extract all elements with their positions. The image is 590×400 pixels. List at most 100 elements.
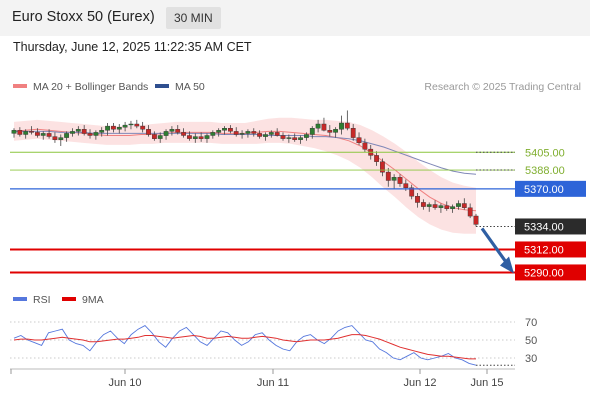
candle bbox=[116, 126, 122, 130]
candle bbox=[432, 204, 438, 208]
timestamp: Thursday, June 12, 2025 11:22:35 AM CET bbox=[13, 40, 252, 54]
candle bbox=[251, 131, 257, 134]
candle bbox=[350, 127, 356, 138]
candle bbox=[268, 132, 274, 135]
level-label: 5370.00 bbox=[524, 184, 564, 196]
candle bbox=[450, 206, 455, 209]
candle bbox=[17, 130, 23, 135]
candle bbox=[421, 202, 426, 207]
candle bbox=[11, 130, 17, 134]
candle bbox=[467, 207, 473, 217]
candle bbox=[473, 215, 479, 225]
candle bbox=[140, 125, 146, 130]
legend-9ma-swatch bbox=[62, 297, 76, 301]
candle bbox=[157, 135, 163, 139]
candle bbox=[298, 137, 303, 140]
candle bbox=[438, 205, 444, 208]
candle bbox=[40, 133, 46, 136]
candle bbox=[99, 130, 105, 133]
candle bbox=[374, 155, 379, 162]
candle bbox=[409, 187, 415, 197]
candle bbox=[327, 130, 333, 133]
x-axis: Jun 10 Jun 11 Jun 12 Jun 15 bbox=[10, 369, 504, 389]
candle bbox=[274, 132, 280, 136]
credit-text: Research © 2025 Trading Central bbox=[424, 81, 581, 93]
candle bbox=[286, 137, 292, 139]
timeframe-button[interactable]: 30 MIN bbox=[166, 7, 221, 29]
last-price-label: 5334.00 bbox=[524, 221, 564, 233]
candle bbox=[122, 124, 128, 128]
candle bbox=[105, 125, 111, 131]
candle bbox=[309, 127, 315, 135]
candle bbox=[81, 129, 87, 134]
candle bbox=[23, 131, 29, 135]
candle bbox=[415, 195, 420, 203]
legend-ma20: MA 20 + Bollinger Bands bbox=[33, 81, 148, 93]
candle bbox=[339, 122, 344, 130]
legend-ma50: MA 50 bbox=[175, 81, 205, 93]
rsi-line bbox=[13, 325, 477, 366]
candle bbox=[385, 171, 391, 181]
legend-ma20-swatch bbox=[13, 84, 27, 88]
candle bbox=[52, 136, 58, 140]
candle bbox=[456, 203, 461, 207]
rsi-ma-line bbox=[13, 334, 476, 360]
candle bbox=[110, 125, 116, 130]
x-tick-label: Jun 15 bbox=[470, 377, 503, 389]
candle bbox=[222, 127, 227, 131]
candle bbox=[163, 131, 169, 136]
title-bar bbox=[0, 0, 590, 36]
candle bbox=[304, 134, 309, 138]
candle bbox=[198, 136, 204, 139]
candle bbox=[321, 123, 327, 131]
candle bbox=[64, 133, 70, 138]
legend-rsi: RSI bbox=[33, 294, 51, 306]
price-plot bbox=[11, 110, 479, 234]
candle bbox=[186, 135, 192, 139]
level-tag bbox=[515, 241, 586, 258]
candle bbox=[134, 123, 140, 127]
candle bbox=[280, 135, 286, 139]
candle bbox=[204, 135, 210, 139]
candle bbox=[181, 132, 186, 136]
level-tag bbox=[515, 180, 586, 197]
rsi-tick-label: 70 bbox=[525, 317, 537, 329]
level-label: 5405.00 bbox=[525, 147, 565, 159]
x-tick-label: Jun 11 bbox=[257, 377, 289, 389]
level-label: 5290.00 bbox=[524, 267, 564, 279]
candle bbox=[426, 204, 432, 207]
legend-rsi-swatch bbox=[13, 297, 27, 301]
candle bbox=[292, 137, 298, 140]
x-tick-label: Jun 10 bbox=[108, 377, 141, 389]
candle bbox=[128, 123, 134, 126]
candle bbox=[380, 161, 385, 173]
forecast-arrow-head bbox=[500, 256, 514, 274]
x-tick-label: Jun 12 bbox=[403, 377, 436, 389]
candle bbox=[227, 127, 233, 132]
candle bbox=[175, 129, 181, 133]
last-price-tag bbox=[515, 218, 586, 235]
candle bbox=[151, 134, 157, 139]
candle bbox=[35, 132, 40, 136]
bollinger-band bbox=[14, 117, 476, 234]
legend-ma50-swatch bbox=[155, 84, 169, 88]
candle bbox=[344, 122, 350, 129]
candle bbox=[461, 203, 467, 208]
candle bbox=[169, 129, 175, 132]
level-label: 5388.00 bbox=[525, 165, 565, 177]
candle bbox=[87, 133, 93, 136]
candle bbox=[192, 136, 198, 139]
candle bbox=[333, 129, 338, 133]
candle bbox=[233, 131, 239, 135]
candle bbox=[29, 131, 34, 133]
candle bbox=[70, 131, 75, 134]
candle bbox=[146, 129, 151, 135]
candle bbox=[315, 123, 321, 129]
candle bbox=[239, 133, 245, 135]
candle bbox=[356, 137, 362, 144]
candle bbox=[75, 129, 81, 132]
rsi-plot: 70 50 30 bbox=[10, 317, 537, 366]
candle bbox=[391, 177, 397, 181]
